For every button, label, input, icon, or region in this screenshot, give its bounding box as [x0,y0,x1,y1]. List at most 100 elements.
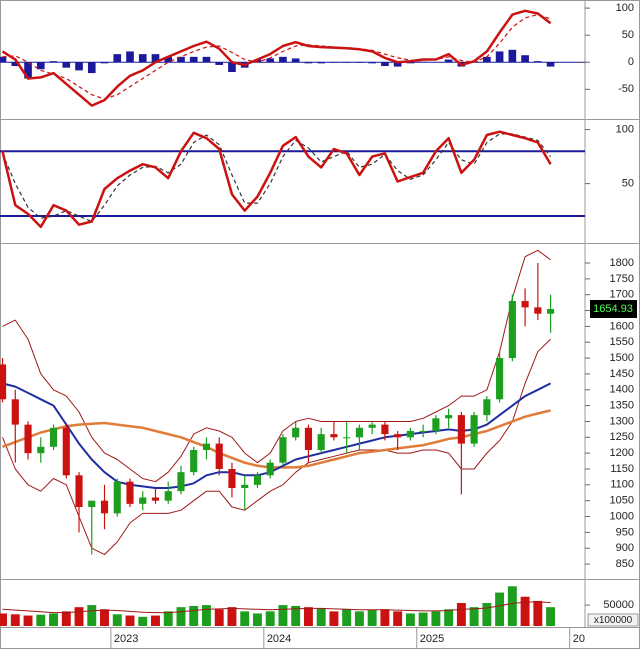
series-line [2,249,551,483]
y-tick-label: 850 [616,558,634,570]
candle-body [381,424,389,435]
histogram-bar [228,62,236,72]
y-tick-label: 1300 [610,415,634,427]
volume-bar [367,610,377,626]
series-line [1,9,552,107]
candle-body [470,415,478,444]
histogram-bar [317,62,325,64]
volume-bar [533,600,543,626]
candle-body [304,427,312,450]
volume-bar [456,603,466,626]
candle-body [330,434,338,438]
series-line [2,338,551,556]
y-tick-label: 1450 [610,368,634,380]
candle-body [368,424,376,428]
y-tick-label: 1400 [610,384,634,396]
histogram-bar [87,62,96,74]
histogram-bar [202,56,211,63]
histogram-bar [189,56,198,63]
candle-body [266,462,274,476]
x-tick-label: 2024 [267,633,291,645]
volume-bar [303,607,313,626]
y-tick-label: 1150 [610,463,634,475]
volume-bar [23,615,33,626]
histogram-bar [534,61,542,63]
candle-body [483,399,491,416]
histogram-bar [483,56,491,63]
candle-body [0,364,7,400]
candle-body [292,427,300,438]
volume-bar [10,614,20,626]
candle-body [445,415,453,419]
histogram-bar [177,56,185,63]
histogram-bar [11,62,20,67]
y-tick-label: 1800 [610,257,634,269]
volume-bar [291,605,301,626]
candle-body [215,443,223,469]
histogram-bar [49,61,58,63]
x-tick-label: 20 [573,633,585,645]
histogram-bar [444,59,453,63]
y-tick-label: 50 [622,29,634,41]
y-tick-label: 50 [622,178,634,190]
series-line [2,14,551,100]
volume-bar [444,609,454,626]
candle-body [100,500,109,514]
y-tick-label: 50000 [603,599,634,611]
volume-bar [0,613,8,626]
histogram-bar [508,49,517,63]
candle-body [279,437,287,463]
volume-bar [163,611,173,626]
price-tag-box [590,299,637,318]
candle-body [164,491,172,501]
series-line [2,409,551,469]
volume-bar [214,609,224,626]
y-tick-label: 1500 [610,352,634,364]
volume-bar [495,592,505,626]
histogram-bar [406,62,415,64]
volume-bar [61,611,71,626]
candle-body [394,434,402,438]
histogram-bar [381,62,389,67]
candle-body [177,472,185,492]
series-line [1,133,552,223]
histogram-bar [330,62,338,63]
unit-box [587,613,639,627]
y-tick-label: 100 [616,2,634,14]
candle-body [24,424,32,454]
histogram-bar [253,59,262,63]
volume-bar [151,615,160,626]
histogram-bar [495,51,504,63]
histogram-bar [521,55,529,63]
candle-body [37,446,45,454]
volume-bar [278,605,288,626]
candle-body [534,307,542,314]
histogram-bar [215,62,224,65]
volume-bar [189,605,199,626]
series-line [2,601,551,614]
histogram-bar [266,58,275,63]
volume-bar [87,605,97,626]
candle-body [139,497,147,504]
histogram-bar [0,56,7,63]
y-tick-label: 900 [616,542,634,554]
volume-bar [252,613,262,626]
histogram-bar [368,62,376,64]
y-tick-label: 1350 [610,400,634,412]
histogram-bar [138,54,147,63]
volume-bar [202,605,211,626]
candle-body [151,497,160,501]
histogram-bar [62,62,71,68]
histogram-bar [100,62,109,64]
y-tick-label: 1700 [610,289,634,301]
y-tick-label: 1550 [610,336,634,348]
candle-body [521,301,529,308]
histogram-bar [419,61,427,63]
volume-bar [393,611,403,626]
volume-bar [227,607,237,626]
y-tick-label: 1050 [610,495,634,507]
volume-bar [74,607,84,626]
candle-body [126,481,134,504]
